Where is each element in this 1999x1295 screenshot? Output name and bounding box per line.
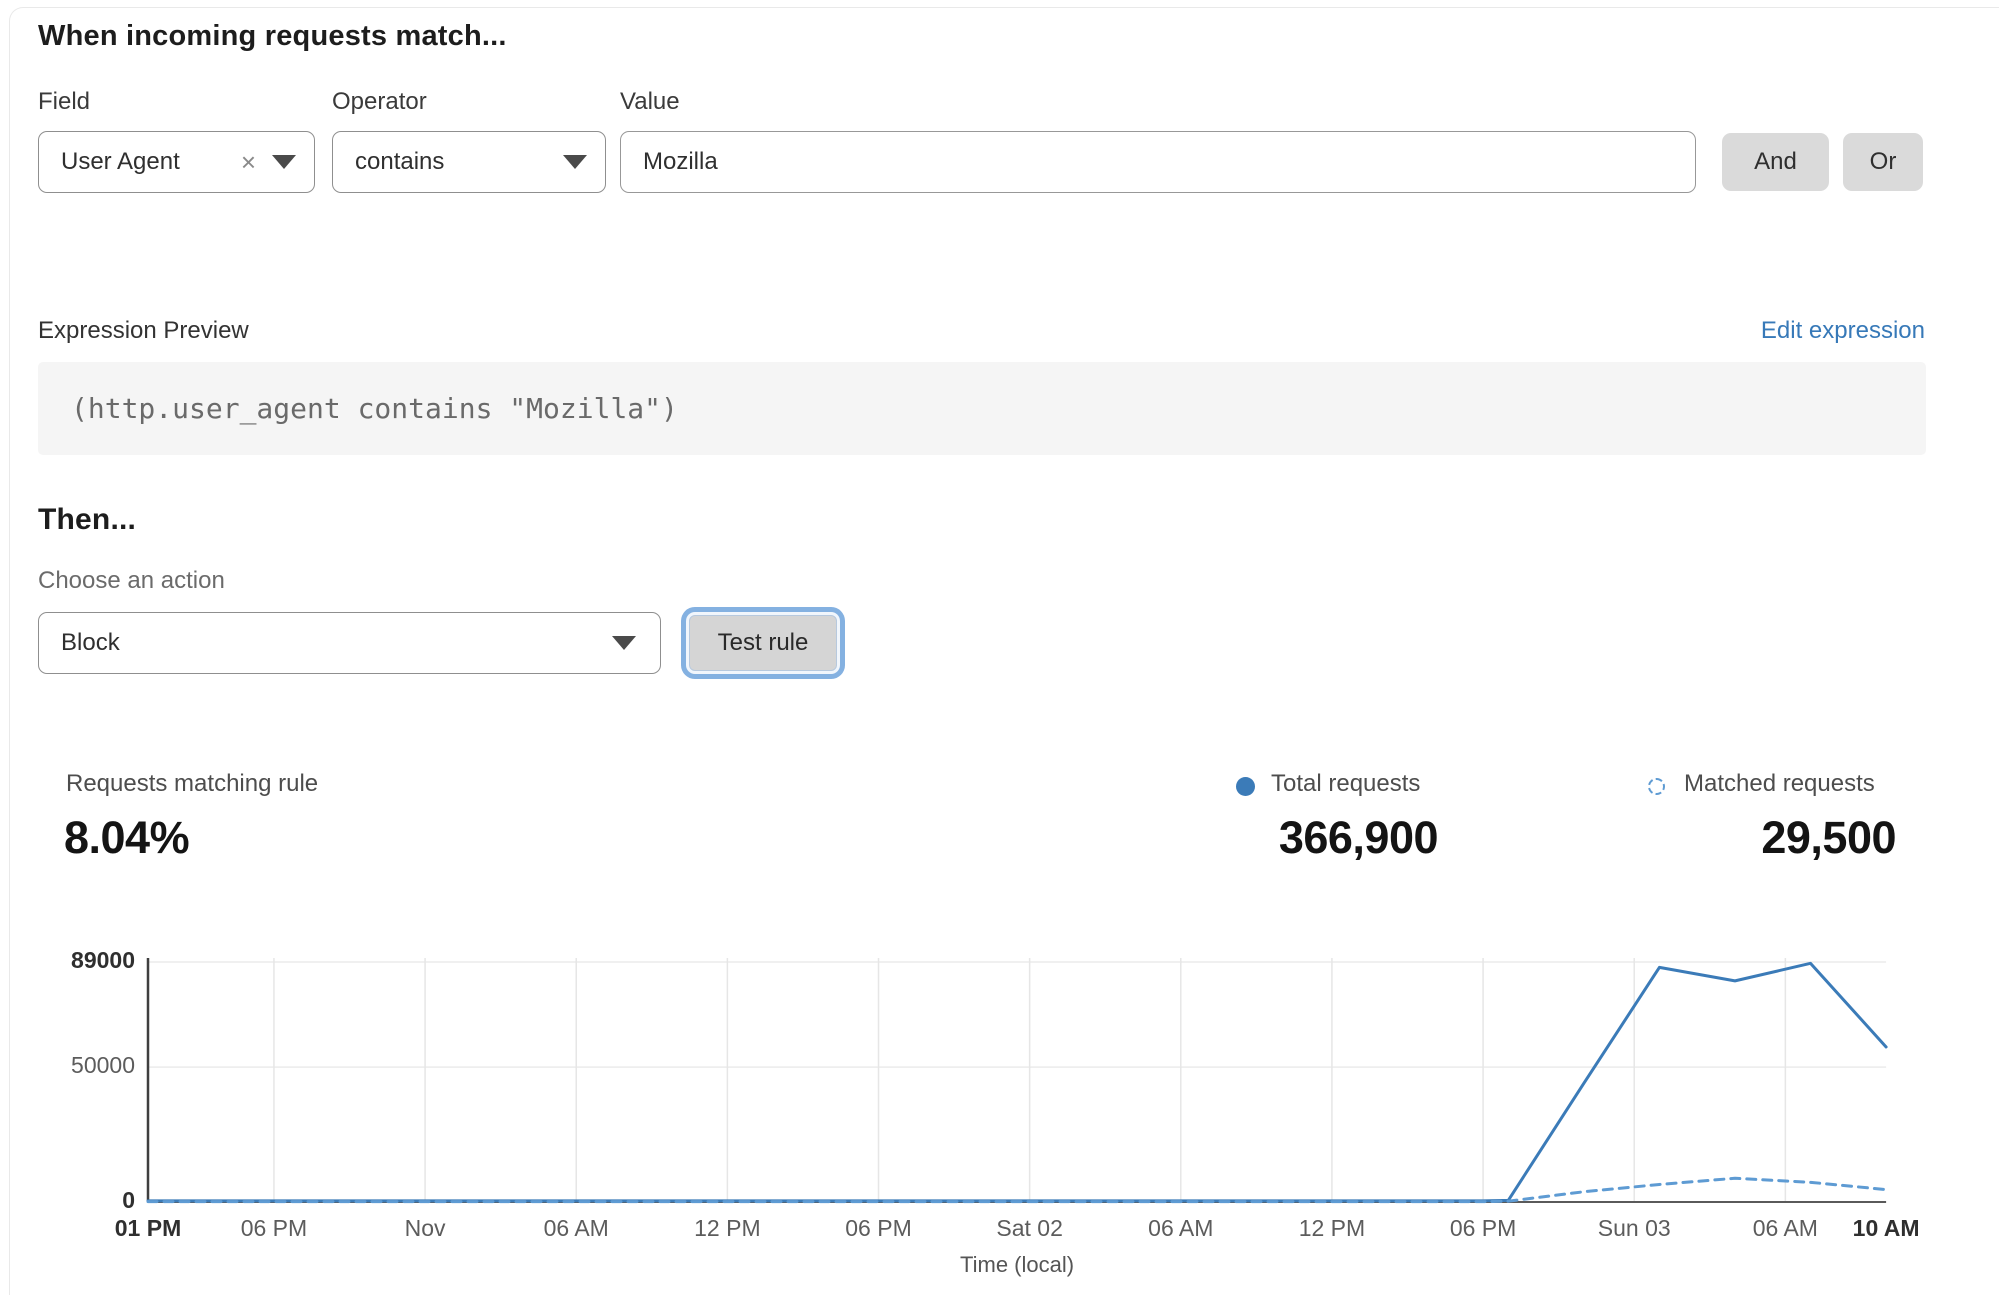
chart-y-tick-label: 0 xyxy=(122,1187,135,1213)
chart-x-tick-label: 01 PM xyxy=(115,1215,181,1241)
chart-y-tick-label: 89000 xyxy=(71,947,135,973)
value-label: Value xyxy=(620,88,680,115)
expression-code-box: (http.user_agent contains "Mozilla") xyxy=(38,362,1926,455)
chart-x-tick-label: 10 AM xyxy=(1853,1215,1920,1241)
action-select-value: Block xyxy=(61,629,120,656)
operator-select[interactable]: contains xyxy=(332,131,606,193)
field-chevron-down-icon xyxy=(272,155,296,169)
chart-line-solid xyxy=(146,961,1888,1203)
matched-requests-label: Matched requests xyxy=(1684,770,1875,797)
chart-x-tick-label: 12 PM xyxy=(1299,1215,1365,1241)
action-select[interactable]: Block xyxy=(38,612,661,674)
matched-requests-legend-icon xyxy=(1648,778,1665,795)
chart-x-tick-label: Sun 03 xyxy=(1598,1215,1671,1241)
expression-preview-label: Expression Preview xyxy=(38,317,249,344)
chart-line-dashed xyxy=(146,1176,1888,1204)
then-title: Then... xyxy=(38,503,137,536)
or-button[interactable]: Or xyxy=(1843,133,1923,191)
chart-y-tick-label: 50000 xyxy=(71,1052,135,1078)
total-requests-legend-icon xyxy=(1236,777,1255,796)
and-button[interactable]: And xyxy=(1722,133,1829,191)
operator-chevron-down-icon xyxy=(563,155,587,169)
chart-x-tick-label: 06 AM xyxy=(1148,1215,1213,1241)
field-clear-icon[interactable]: × xyxy=(240,147,256,177)
chart-x-tick-label: Nov xyxy=(405,1215,446,1241)
chart-x-tick-label: 06 AM xyxy=(544,1215,609,1241)
chart-x-tick-label: Sat 02 xyxy=(996,1215,1063,1241)
value-input[interactable] xyxy=(620,131,1696,193)
chart-x-tick-label: 06 PM xyxy=(1450,1215,1516,1241)
operator-label: Operator xyxy=(332,88,427,115)
operator-select-value: contains xyxy=(355,148,445,175)
total-requests-label: Total requests xyxy=(1271,770,1421,797)
requests-matching-value: 8.04% xyxy=(64,812,190,863)
requests-matching-label: Requests matching rule xyxy=(66,770,319,797)
chart-x-tick-label: 06 PM xyxy=(845,1215,911,1241)
chart-x-tick-label: 06 PM xyxy=(241,1215,307,1241)
expression-code: (http.user_agent contains "Mozilla") xyxy=(71,392,678,425)
field-select-value: User Agent xyxy=(61,148,180,175)
field-label: Field xyxy=(38,88,91,115)
requests-chart: 0 50000 89000 01 PM 06 PM Nov 06 AM 12 PM 06 PM S… xyxy=(71,947,1920,1277)
chart-x-axis-title: Time (local) xyxy=(960,1252,1074,1277)
matched-requests-value: 29,500 xyxy=(1761,812,1896,863)
total-requests-value: 366,900 xyxy=(1278,812,1439,863)
chart-x-tick-label: 06 AM xyxy=(1753,1215,1818,1241)
choose-action-label: Choose an action xyxy=(38,567,225,594)
rule-match-title: When incoming requests match... xyxy=(38,20,507,52)
test-rule-button[interactable]: Test rule xyxy=(689,615,837,671)
chart-x-tick-label: 12 PM xyxy=(694,1215,760,1241)
action-chevron-down-icon xyxy=(612,636,636,650)
edit-expression-link[interactable]: Edit expression xyxy=(1760,317,1925,344)
field-select[interactable]: User Agent × xyxy=(38,131,315,193)
